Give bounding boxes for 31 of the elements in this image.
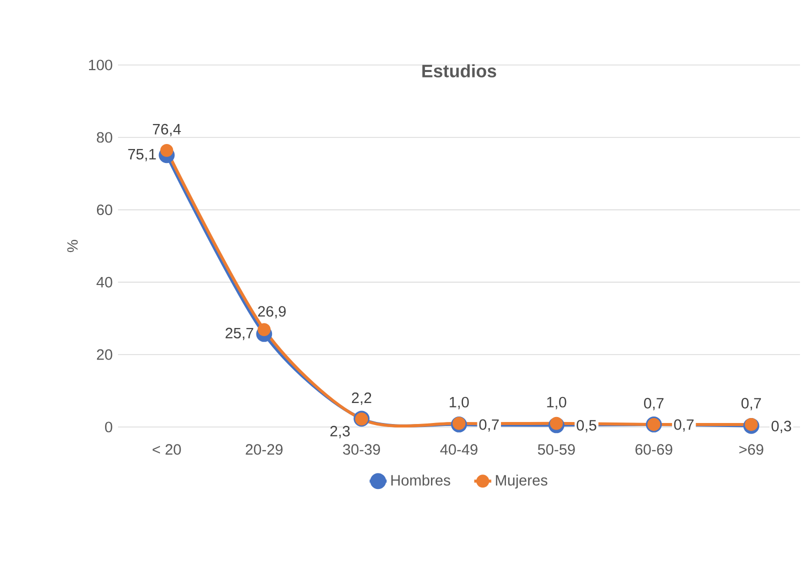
data-label: 0,7 xyxy=(674,419,694,432)
x-tick-label: 20-29 xyxy=(246,444,283,455)
y-tick-label: 80 xyxy=(96,132,112,143)
legend-label: Mujeres xyxy=(496,474,548,489)
x-tick-label: < 20 xyxy=(152,444,181,455)
y-tick-label: 40 xyxy=(96,276,112,288)
x-tick-label: >69 xyxy=(739,444,764,455)
x-tick-label: 50-59 xyxy=(538,444,575,455)
data-label: 2,3 xyxy=(330,426,350,438)
data-label: 1,0 xyxy=(547,396,566,410)
data-label: 0,7 xyxy=(741,398,761,410)
data-label: 75,1 xyxy=(128,149,156,162)
data-label: 1,0 xyxy=(450,396,469,410)
y-tick-label: 100 xyxy=(89,60,112,70)
data-label: 0,7 xyxy=(644,398,664,410)
data-label: 25,7 xyxy=(226,328,254,340)
chart-title: Estudios xyxy=(422,64,496,78)
data-label: 0,3 xyxy=(772,420,792,434)
data-label: 76,4 xyxy=(152,124,181,136)
y-tick-label: 60 xyxy=(96,204,112,216)
y-axis-title: % xyxy=(67,240,78,252)
data-label: 2,2 xyxy=(352,392,372,405)
y-tick-label: 0 xyxy=(105,422,112,432)
x-tick-label: 30-39 xyxy=(343,444,380,455)
y-tick-label: 20 xyxy=(96,349,112,360)
data-label: 26,9 xyxy=(258,306,286,318)
x-tick-label: 40-49 xyxy=(440,444,478,455)
data-label: 0,5 xyxy=(576,420,596,432)
data-label: 0,7 xyxy=(479,419,499,432)
x-tick-label: 60-69 xyxy=(636,444,672,455)
legend-label: Hombres xyxy=(391,474,450,486)
